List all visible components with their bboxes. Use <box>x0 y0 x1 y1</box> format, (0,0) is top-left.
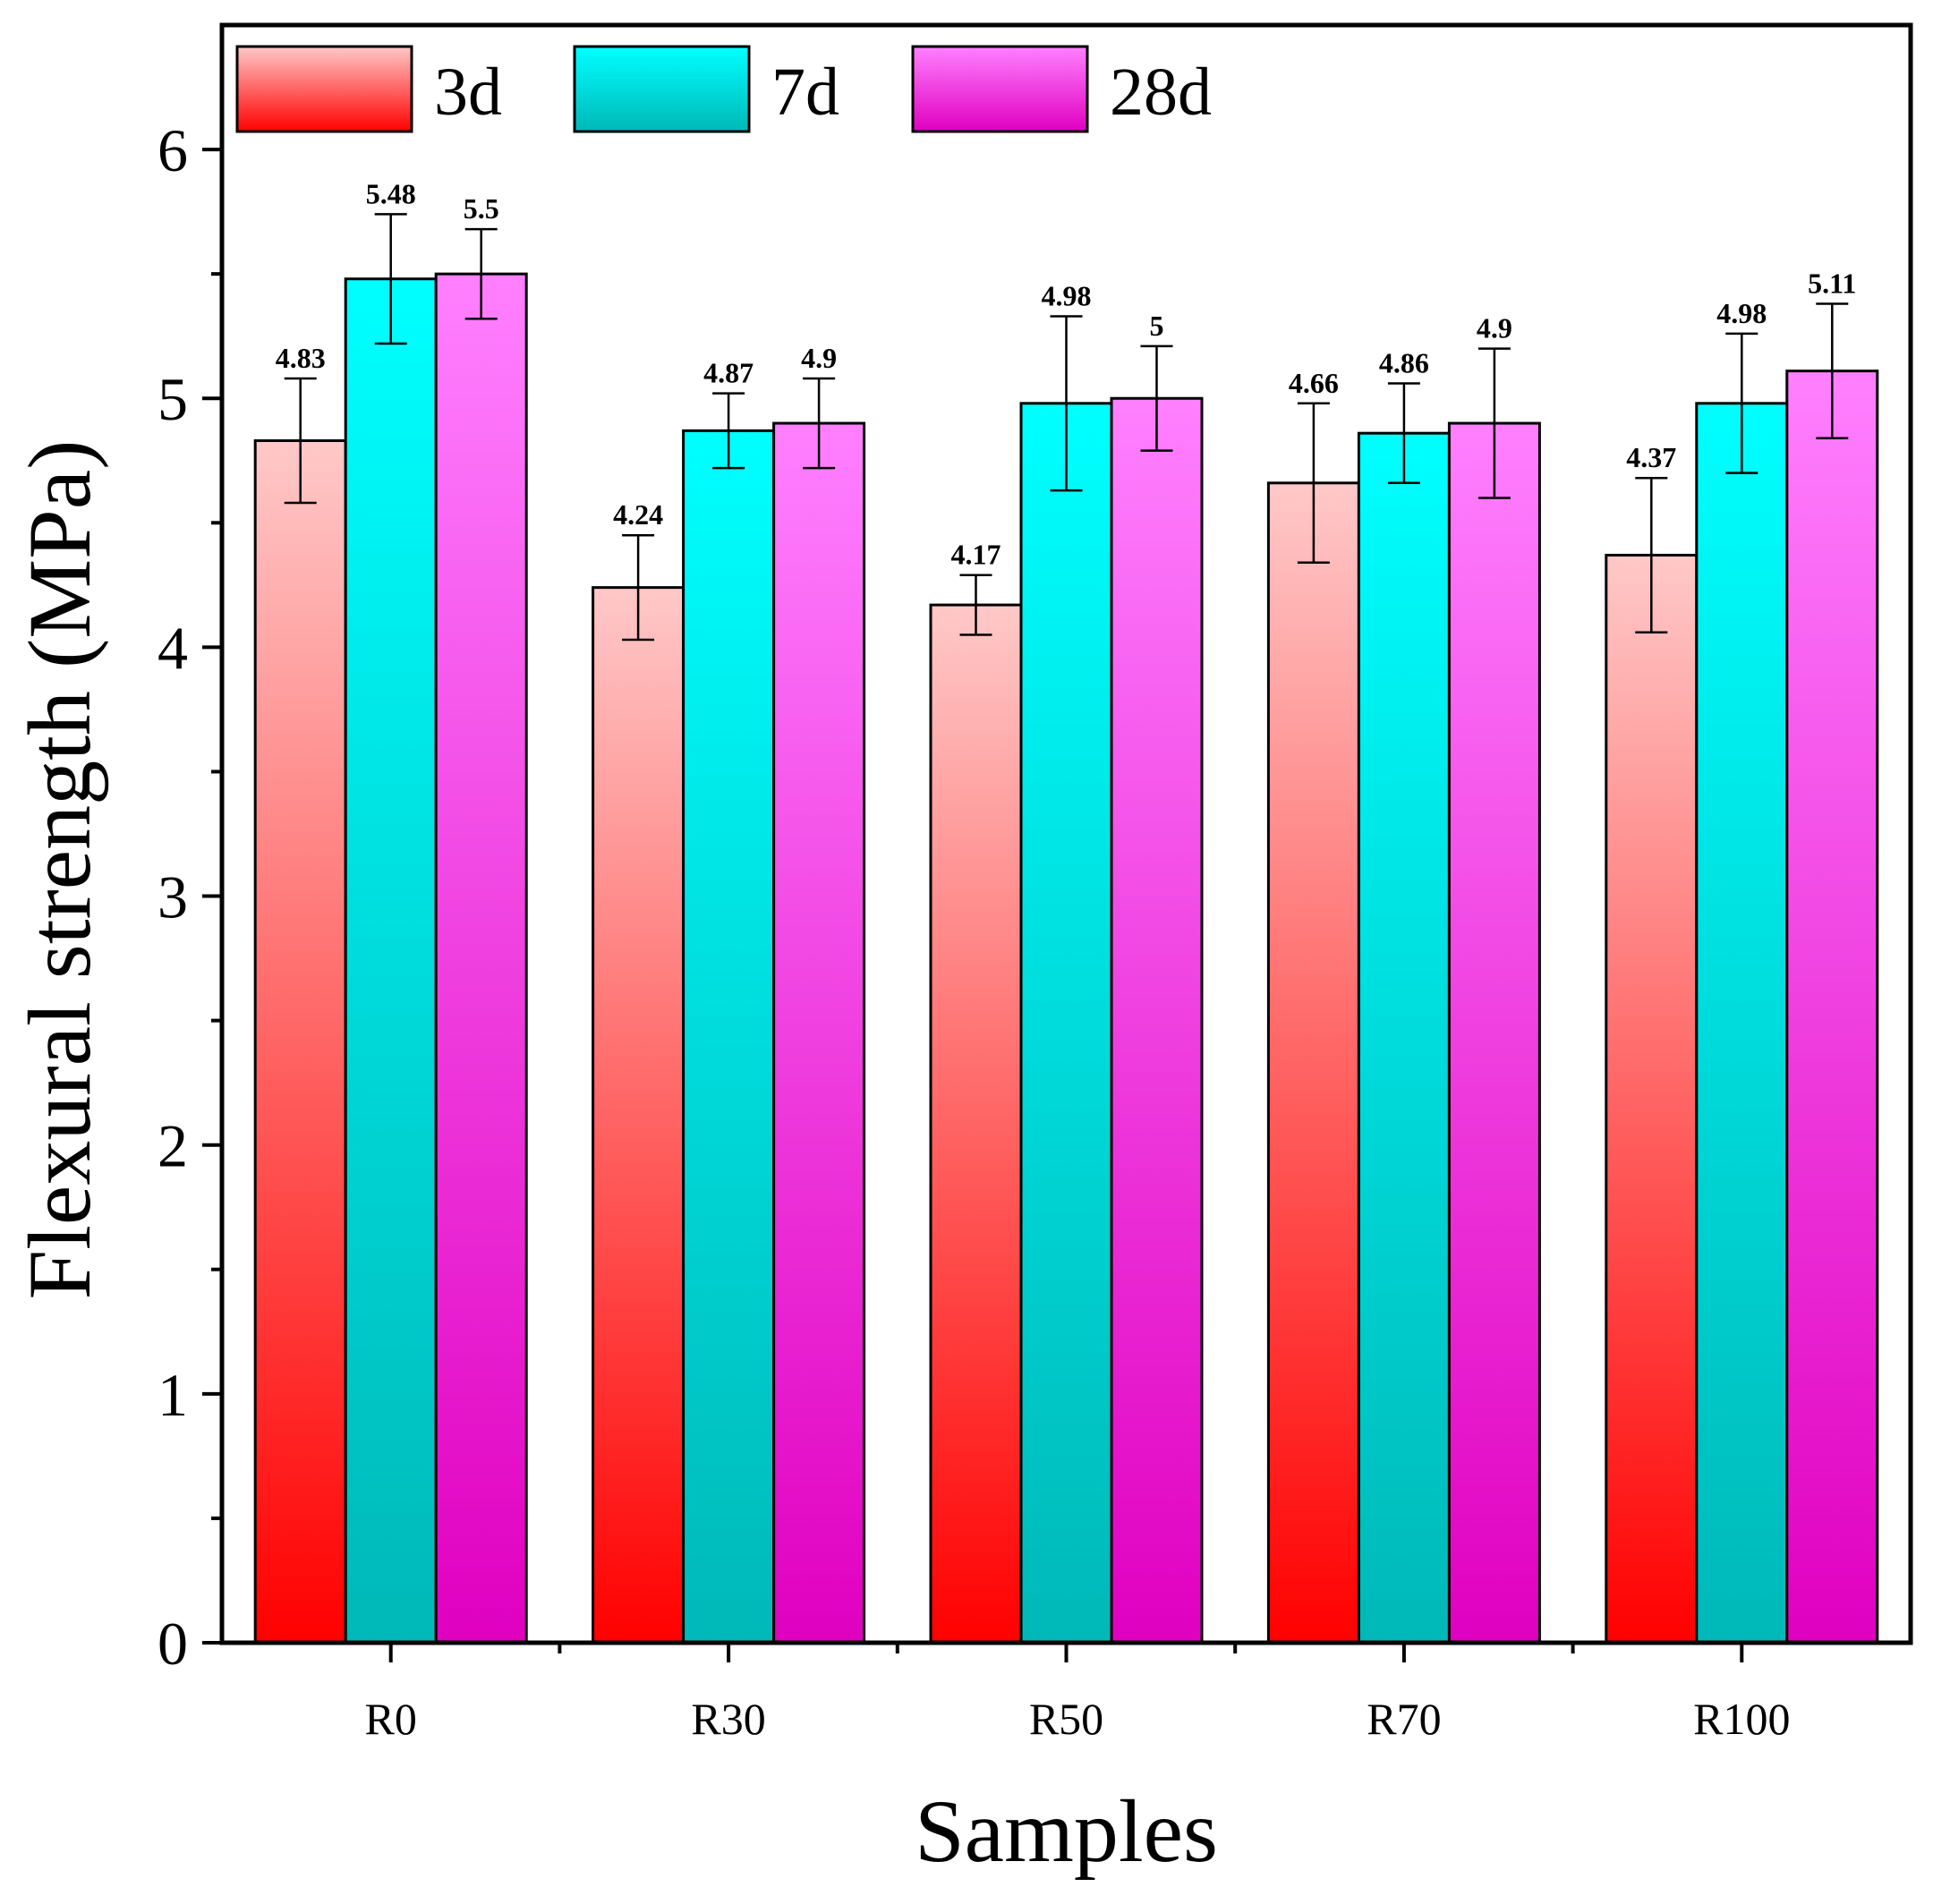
x-tick-label-R50: R50 <box>1029 1694 1103 1744</box>
bar-28d-R50 <box>1110 396 1204 1645</box>
data-label-7d-R100: 4.98 <box>1716 297 1767 329</box>
errorbars-layer <box>284 213 1849 642</box>
legend-swatch <box>235 45 413 133</box>
y-axis-title: Flexural strength (MPa) <box>10 440 109 1300</box>
data-label-3d-R70: 4.66 <box>1289 367 1339 399</box>
data-label-28d-R50: 5 <box>1150 310 1164 342</box>
data-label-28d-R0: 5.5 <box>464 192 499 225</box>
legend-item-3d: 3d <box>235 45 502 133</box>
data-label-7d-R50: 4.98 <box>1042 279 1092 311</box>
y-tick-label: 5 <box>158 365 188 433</box>
bar-28d-R30 <box>772 421 866 1645</box>
y-tick-label: 1 <box>158 1361 188 1429</box>
error-bar-3d-R0 <box>284 377 317 505</box>
x-tick-label-R30: R30 <box>691 1694 765 1744</box>
x-tick-label-R100: R100 <box>1693 1694 1790 1744</box>
bar-7d-R0 <box>344 277 438 1645</box>
legend-item-7d: 7d <box>573 45 839 133</box>
error-bar-28d-R0 <box>464 227 498 320</box>
error-bar-7d-R70 <box>1387 382 1420 485</box>
error-bar-3d-R30 <box>622 533 655 642</box>
error-bar-28d-R100 <box>1816 302 1849 439</box>
error-bar-28d-R30 <box>803 377 836 470</box>
x-axis: R0 R30 R50 R70 R100 <box>365 1643 1790 1744</box>
error-bar-7d-R100 <box>1725 332 1758 474</box>
legend-label: 7d <box>771 55 839 130</box>
bar-28d-R0 <box>434 272 528 1645</box>
legend-swatch <box>573 45 751 133</box>
legend: 3d 7d 28d <box>235 45 1212 133</box>
error-bar-7d-R0 <box>374 213 407 345</box>
legend-label: 3d <box>434 55 502 130</box>
data-label-3d-R100: 4.37 <box>1626 441 1676 473</box>
data-label-3d-R30: 4.24 <box>613 498 663 531</box>
data-label-3d-R50: 4.17 <box>951 539 1001 571</box>
data-label-7d-R0: 5.48 <box>366 177 416 209</box>
y-tick-label: 0 <box>158 1610 188 1678</box>
bar-3d-R70 <box>1266 481 1360 1645</box>
data-label-7d-R70: 4.86 <box>1379 347 1429 379</box>
bar-7d-R50 <box>1019 402 1113 1645</box>
bar-7d-R30 <box>682 429 776 1645</box>
y-tick-label: 6 <box>158 116 188 184</box>
legend-swatch <box>911 45 1089 133</box>
bar-7d-R100 <box>1695 402 1789 1645</box>
data-label-28d-R100: 5.11 <box>1808 268 1856 300</box>
bar-3d-R30 <box>592 586 685 1645</box>
bar-28d-R70 <box>1447 421 1541 1645</box>
error-bar-28d-R50 <box>1140 344 1173 452</box>
bar-7d-R70 <box>1357 431 1451 1645</box>
data-label-3d-R0: 4.83 <box>276 342 326 374</box>
data-labels-layer: 4.83 5.48 5.5 4.24 4.87 4.9 4.17 4.98 5 4.66 4.86 4… <box>276 177 1857 570</box>
error-bar-3d-R70 <box>1297 402 1330 565</box>
legend-label: 28d <box>1110 55 1212 130</box>
y-axis: 0 1 2 3 4 5 6 <box>158 116 222 1678</box>
x-axis-title: Samples <box>915 1781 1218 1881</box>
y-tick-label: 3 <box>158 863 188 931</box>
data-label-28d-R30: 4.9 <box>801 342 837 374</box>
error-bar-3d-R100 <box>1635 476 1668 633</box>
bar-28d-R100 <box>1785 370 1879 1645</box>
error-bar-3d-R50 <box>959 574 992 636</box>
error-bar-7d-R30 <box>712 392 745 470</box>
legend-item-28d: 28d <box>911 45 1212 133</box>
data-label-28d-R70: 4.9 <box>1477 312 1512 344</box>
bars-layer <box>253 272 1879 1645</box>
data-label-7d-R30: 4.87 <box>703 357 754 389</box>
bar-3d-R0 <box>253 439 347 1645</box>
y-tick-label: 2 <box>158 1112 188 1180</box>
x-tick-label-R0: R0 <box>365 1694 417 1744</box>
error-bar-28d-R70 <box>1477 347 1511 499</box>
error-bar-7d-R50 <box>1050 315 1083 492</box>
bar-3d-R100 <box>1605 553 1699 1645</box>
bar-3d-R50 <box>929 603 1023 1645</box>
y-tick-label: 4 <box>158 614 188 682</box>
x-tick-label-R70: R70 <box>1367 1694 1441 1744</box>
